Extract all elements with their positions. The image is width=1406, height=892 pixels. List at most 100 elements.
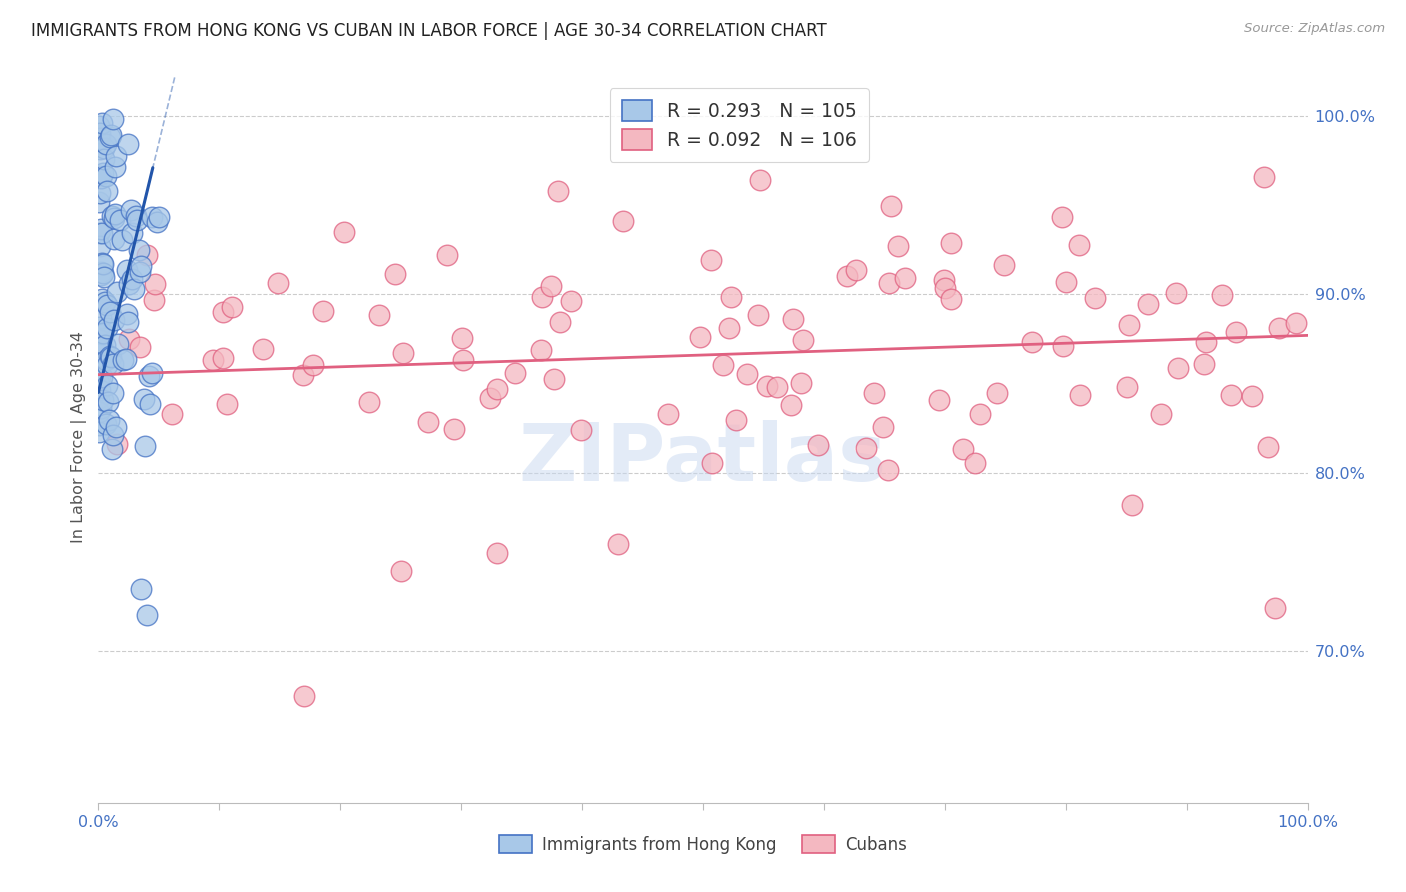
Point	[134, 392, 156, 406]
Point	[212, 351, 235, 366]
Point	[90, 221, 112, 235]
Point	[96, 184, 118, 198]
Point	[965, 456, 987, 470]
Point	[121, 226, 143, 240]
Point	[162, 407, 184, 421]
Point	[607, 537, 630, 551]
Point	[90, 369, 112, 384]
Point	[1267, 321, 1289, 335]
Point	[252, 342, 274, 356]
Point	[89, 142, 111, 156]
Point	[143, 277, 166, 292]
Point	[103, 211, 125, 226]
Point	[94, 169, 117, 184]
Point	[1257, 440, 1279, 454]
Point	[97, 394, 120, 409]
Point	[90, 256, 112, 270]
Point	[540, 278, 562, 293]
Point	[969, 407, 991, 421]
Point	[952, 442, 974, 456]
Point	[451, 331, 474, 345]
Point	[886, 239, 908, 253]
Point	[141, 210, 163, 224]
Point	[503, 366, 526, 380]
Point	[117, 315, 139, 329]
Point	[94, 338, 117, 352]
Point	[1211, 287, 1233, 301]
Point	[91, 326, 114, 341]
Point	[391, 345, 413, 359]
Point	[855, 441, 877, 455]
Point	[1253, 169, 1275, 184]
Point	[486, 546, 509, 560]
Point	[357, 395, 380, 409]
Point	[782, 312, 804, 326]
Point	[103, 232, 125, 246]
Point	[1225, 325, 1247, 339]
Point	[928, 393, 950, 408]
Point	[986, 385, 1008, 400]
Y-axis label: In Labor Force | Age 30-34: In Labor Force | Age 30-34	[72, 331, 87, 543]
Point	[845, 262, 868, 277]
Point	[934, 281, 956, 295]
Point	[87, 392, 110, 406]
Text: Source: ZipAtlas.com: Source: ZipAtlas.com	[1244, 22, 1385, 36]
Point	[117, 136, 139, 151]
Point	[128, 243, 150, 257]
Point	[724, 413, 747, 427]
Point	[94, 352, 117, 367]
Point	[700, 252, 723, 267]
Point	[292, 689, 315, 703]
Point	[560, 293, 582, 308]
Point	[1167, 361, 1189, 376]
Point	[89, 425, 111, 439]
Point	[90, 401, 112, 415]
Point	[792, 333, 814, 347]
Point	[993, 258, 1015, 272]
Point	[543, 372, 565, 386]
Point	[115, 262, 138, 277]
Point	[93, 141, 115, 155]
Point	[96, 321, 118, 335]
Point	[416, 415, 439, 429]
Point	[1195, 335, 1218, 350]
Point	[94, 295, 117, 310]
Point	[87, 226, 110, 240]
Point	[87, 169, 110, 183]
Point	[100, 128, 122, 142]
Point	[89, 126, 111, 140]
Point	[91, 166, 114, 180]
Point	[735, 367, 758, 381]
Point	[101, 442, 124, 456]
Point	[103, 312, 125, 326]
Point	[90, 292, 112, 306]
Point	[97, 413, 120, 427]
Point	[302, 358, 325, 372]
Point	[96, 378, 118, 392]
Point	[443, 422, 465, 436]
Point	[105, 285, 128, 299]
Point	[749, 173, 772, 187]
Point	[128, 340, 150, 354]
Point	[1241, 389, 1264, 403]
Point	[139, 397, 162, 411]
Point	[122, 283, 145, 297]
Point	[939, 236, 962, 251]
Point	[94, 136, 117, 151]
Point	[89, 333, 111, 347]
Point	[1150, 408, 1173, 422]
Point	[141, 366, 163, 380]
Point	[107, 336, 129, 351]
Point	[91, 393, 114, 408]
Point	[612, 213, 634, 227]
Point	[1084, 291, 1107, 305]
Text: IMMIGRANTS FROM HONG KONG VS CUBAN IN LABOR FORCE | AGE 30-34 CORRELATION CHART: IMMIGRANTS FROM HONG KONG VS CUBAN IN LA…	[31, 22, 827, 40]
Point	[138, 369, 160, 384]
Point	[104, 161, 127, 175]
Point	[91, 257, 114, 271]
Point	[807, 438, 830, 452]
Point	[91, 266, 114, 280]
Point	[101, 209, 124, 223]
Point	[530, 343, 553, 357]
Point	[872, 419, 894, 434]
